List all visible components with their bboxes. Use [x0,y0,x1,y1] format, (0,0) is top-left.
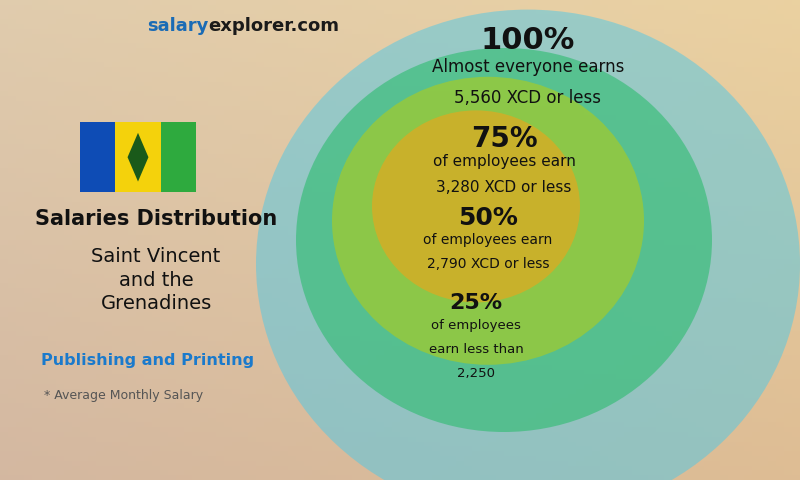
Text: 75%: 75% [470,125,538,153]
Text: Salaries Distribution: Salaries Distribution [35,209,277,229]
Text: 25%: 25% [450,293,502,313]
Bar [115,122,162,192]
Text: earn less than: earn less than [429,343,523,356]
Text: 3,280 XCD or less: 3,280 XCD or less [436,180,572,195]
Text: 2,790 XCD or less: 2,790 XCD or less [426,257,550,271]
Ellipse shape [256,10,800,480]
Text: of employees earn: of employees earn [433,154,575,168]
Bar [162,122,196,192]
Text: 50%: 50% [458,206,518,230]
Text: Almost everyone earns: Almost everyone earns [432,58,624,76]
Text: explorer.com: explorer.com [208,17,339,35]
Text: 100%: 100% [481,26,575,55]
Text: salary: salary [146,17,208,35]
Text: of employees: of employees [431,319,521,332]
Polygon shape [127,133,149,181]
Bar [80,122,115,192]
Ellipse shape [296,48,712,432]
Text: * Average Monthly Salary: * Average Monthly Salary [45,389,203,402]
Text: 5,560 XCD or less: 5,560 XCD or less [454,89,602,107]
Ellipse shape [372,110,580,302]
Text: Publishing and Printing: Publishing and Printing [42,353,254,368]
Text: Saint Vincent
and the
Grenadines: Saint Vincent and the Grenadines [91,247,221,313]
Ellipse shape [332,77,644,365]
Text: 2,250: 2,250 [457,367,495,380]
Text: of employees earn: of employees earn [423,233,553,247]
